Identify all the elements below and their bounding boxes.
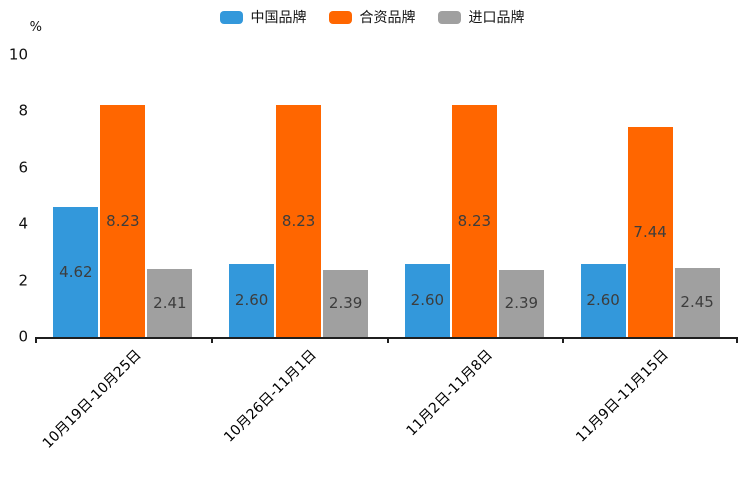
- bar-value-label: 7.44: [633, 223, 667, 242]
- bar: [451, 104, 497, 337]
- x-axis-category-label: 11月9日-11月15日: [572, 347, 672, 446]
- y-axis-unit-label: %: [29, 20, 42, 35]
- x-axis-tick: [210, 337, 213, 343]
- bar: [580, 263, 626, 337]
- bar-value-label: 2.39: [504, 294, 539, 313]
- y-axis-tick-label: 8: [18, 101, 28, 120]
- x-axis-category-label: 10月19日-10月25日: [39, 347, 145, 452]
- legend-swatch-icon: [437, 10, 461, 24]
- legend-label: 进口品牌: [468, 10, 525, 26]
- bar-value-label: 2.60: [234, 291, 269, 310]
- bar-value-label: 2.39: [328, 294, 363, 313]
- y-axis-tick-label: 10: [8, 45, 28, 64]
- bar-value-label: 2.60: [410, 291, 445, 310]
- x-axis-category-label: 11月2日-11月8日: [403, 347, 496, 440]
- bar: [100, 104, 146, 337]
- legend-swatch-icon: [328, 10, 352, 24]
- chart-legend: 中国品牌 合资品牌 进口品牌: [0, 7, 744, 27]
- plot-area: 4.62 8.23 2.41 2.60 8.23 2.39 2.60 8.23 2.39 2.60…: [35, 0, 738, 343]
- bar: [323, 269, 369, 337]
- legend-label: 合资品牌: [359, 10, 416, 26]
- x-axis-tick: [35, 337, 37, 343]
- y-axis-tick-label: 4: [18, 214, 28, 233]
- bar: [276, 104, 322, 337]
- bar-value-label: 8.23: [457, 211, 492, 230]
- bar: [147, 269, 193, 337]
- x-axis-tick: [386, 337, 389, 343]
- bar: [627, 127, 673, 337]
- bar: [53, 206, 99, 337]
- bar-value-label: 2.41: [153, 294, 187, 313]
- bar-value-label: 8.23: [106, 211, 140, 230]
- bar: [229, 263, 275, 337]
- legend-item[interactable]: 中国品牌: [219, 7, 307, 27]
- y-axis-tick-label: 0: [18, 327, 28, 346]
- legend-item[interactable]: 进口品牌: [437, 7, 525, 27]
- bar-value-label: 4.62: [59, 262, 93, 281]
- bar: [674, 267, 720, 337]
- x-axis-category-label: 10月26日-11月1日: [221, 347, 320, 446]
- y-axis-tick-label: 6: [18, 158, 28, 177]
- x-axis-tick: [562, 337, 565, 343]
- bar: [404, 263, 450, 337]
- legend-swatch-icon: [219, 10, 243, 24]
- bar-value-label: 8.23: [281, 211, 316, 230]
- legend-label: 中国品牌: [250, 10, 307, 26]
- legend-item[interactable]: 合资品牌: [328, 7, 416, 27]
- bar-value-label: 2.60: [586, 291, 620, 310]
- x-axis-tick: [736, 337, 738, 343]
- bar: [498, 269, 544, 337]
- bar-value-label: 2.45: [680, 293, 714, 312]
- y-axis-tick-label: 2: [18, 271, 28, 290]
